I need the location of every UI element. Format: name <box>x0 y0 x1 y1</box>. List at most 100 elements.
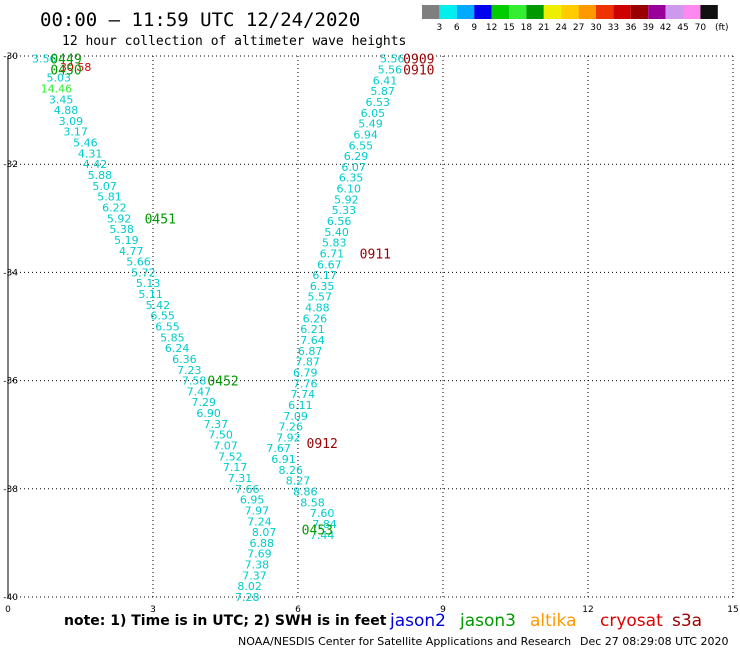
time-label: 0451 <box>145 212 176 227</box>
data-point-label: 6.07 <box>341 161 366 174</box>
y-tick-label: -32 <box>3 160 18 170</box>
legend-swatch <box>456 5 475 19</box>
data-point-label: 6.35 <box>339 172 364 185</box>
data-point-label: 6.55 <box>349 139 374 152</box>
data-point-label: 5.85 <box>160 331 185 344</box>
data-point-label: 5.13 <box>136 277 161 290</box>
data-point-label: 7.17 <box>223 461 248 474</box>
data-point-label: 5.38 <box>109 223 134 236</box>
data-point-label: 6.67 <box>317 258 342 271</box>
data-point-label: 5.49 <box>358 118 383 131</box>
legend-label: 15 <box>503 23 514 33</box>
data-point-label: 5.07 <box>92 180 117 193</box>
legend-swatch <box>613 5 631 19</box>
data-point-label: 5.40 <box>324 226 349 239</box>
data-point-label: 5.19 <box>114 234 139 247</box>
data-point-label: 4.42 <box>83 158 108 171</box>
legend-label: 3 <box>437 23 443 33</box>
x-tick-label: 12 <box>582 605 593 615</box>
x-tick-label: 9 <box>440 605 446 615</box>
legend-swatch <box>683 5 701 19</box>
data-point-label: 6.41 <box>373 74 398 87</box>
legend-swatch <box>561 5 579 19</box>
data-point-label: 5.81 <box>97 191 122 204</box>
data-point-label: 6.11 <box>288 399 313 412</box>
legend-swatch <box>665 5 683 19</box>
data-point-label: 7.29 <box>192 396 217 409</box>
satellite-label: jason2 <box>389 611 446 631</box>
data-point-label: 5.92 <box>334 193 359 206</box>
data-points: 3.5630.585.0314.463.454.883.093.175.464.… <box>32 53 405 604</box>
y-axis-ticks: -30 -32 -34 -36 -38 -40 <box>3 52 18 603</box>
data-point-label: 5.56 <box>380 53 405 66</box>
data-point-label: 7.76 <box>293 377 318 390</box>
legend-label: 33 <box>608 23 619 33</box>
data-point-label: 5.72 <box>131 266 156 279</box>
x-tick-label: 0 <box>5 605 11 615</box>
data-point-label: 6.87 <box>298 345 323 358</box>
legend-label: 27 <box>573 23 584 33</box>
data-point-label: 6.26 <box>303 312 328 325</box>
x-tick-label: 3 <box>150 605 156 615</box>
legend-swatch <box>648 5 666 19</box>
x-tick-label: 6 <box>295 605 301 615</box>
data-point-label: 5.87 <box>370 85 395 98</box>
data-point-label: 7.31 <box>228 472 253 485</box>
footer-credit: NOAA/NESDIS Center for Satellite Applica… <box>238 635 571 648</box>
data-point-label: 3.45 <box>49 93 74 106</box>
time-label: 0911 <box>360 247 391 262</box>
data-point-label: 7.09 <box>283 410 308 423</box>
data-point-label: 6.95 <box>240 494 265 507</box>
data-point-label: 7.58 <box>182 375 207 388</box>
legend-swatch <box>439 5 457 19</box>
legend-swatch <box>543 5 562 19</box>
chart-title: 00:00 – 11:59 UTC 12/24/2020 <box>40 9 360 31</box>
data-point-label: 8.58 <box>300 496 325 509</box>
y-tick-label: -36 <box>3 377 18 387</box>
color-scale-legend: 3 6 9 12 15 18 21 24 27 30 33 36 39 42 45 70 <box>422 5 718 33</box>
legend-label: 18 <box>521 23 533 33</box>
data-point-label: 7.37 <box>204 418 229 431</box>
x-axis-ticks: 0 3 6 9 12 15 <box>5 605 739 615</box>
legend-unit: (ft) <box>715 23 729 33</box>
data-point-label: 6.17 <box>312 269 337 282</box>
data-point-label: 5.46 <box>73 137 98 150</box>
satellite-legend: jason2 jason3 altika cryosat s3a <box>389 611 702 631</box>
legend-swatch <box>578 5 596 19</box>
satellite-label: cryosat <box>600 611 663 631</box>
time-label: 0450 <box>50 64 81 79</box>
data-point-label: 6.79 <box>293 366 318 379</box>
data-point-label: 4.88 <box>305 302 330 315</box>
data-point-label: 7.60 <box>310 507 335 520</box>
data-point-label: 6.56 <box>327 215 352 228</box>
data-point-label: 4.31 <box>78 147 103 160</box>
data-point-label: 5.66 <box>126 256 151 269</box>
data-point-label: 6.21 <box>300 323 325 336</box>
legend-swatch <box>491 5 509 19</box>
legend-swatch <box>422 5 440 19</box>
data-point-label: 7.87 <box>295 356 320 369</box>
chart-subtitle: 12 hour collection of altimeter wave hei… <box>62 34 406 49</box>
data-point-label: 6.36 <box>172 353 197 366</box>
data-point-label: 4.77 <box>119 245 144 258</box>
data-point-label: 7.64 <box>300 334 325 347</box>
data-point-label: 6.10 <box>337 183 362 196</box>
data-point-label: 6.24 <box>165 342 190 355</box>
data-point-label: 6.88 <box>250 537 275 550</box>
y-tick-label: -34 <box>3 268 18 278</box>
plot-grid <box>7 55 734 598</box>
data-point-label: 7.37 <box>242 569 267 582</box>
data-point-label: 30.58 <box>60 61 92 74</box>
data-point-label: 7.28 <box>235 591 260 604</box>
data-point-label: 8.02 <box>237 580 262 593</box>
data-point-label: 8.27 <box>286 475 311 488</box>
footer-note: note: 1) Time is in UTC; 2) SWH is in fe… <box>64 613 387 629</box>
legend-swatch <box>526 5 544 19</box>
data-point-label: 7.84 <box>312 518 337 531</box>
satellite-label: s3a <box>672 611 702 631</box>
data-point-label: 3.09 <box>59 115 84 128</box>
data-point-label: 5.88 <box>88 169 113 182</box>
data-point-label: 5.57 <box>308 291 333 304</box>
